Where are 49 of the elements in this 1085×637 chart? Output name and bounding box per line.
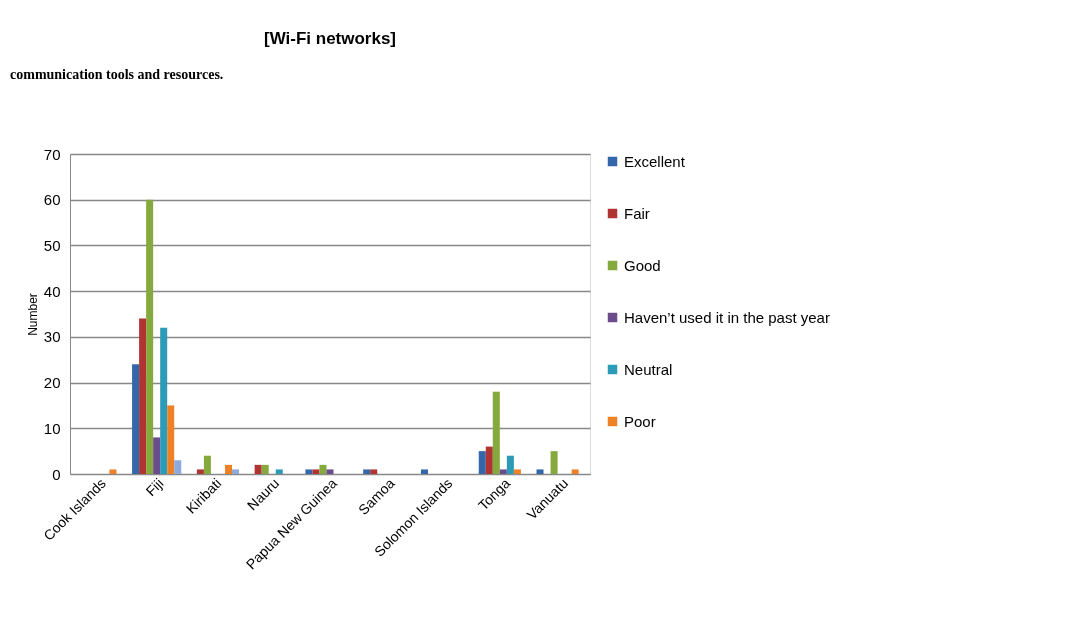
- bar: [536, 469, 544, 474]
- bar: [203, 455, 211, 474]
- bar: [153, 437, 161, 474]
- bar: [305, 469, 313, 474]
- bar: [506, 455, 514, 474]
- bar: [478, 451, 486, 474]
- y-tick-label: 70: [43, 145, 61, 163]
- bar: [139, 318, 147, 474]
- bar: [167, 405, 175, 474]
- bar: [363, 469, 371, 474]
- chart-title: [Wi-Fi networks]: [263, 29, 397, 48]
- bar: [146, 199, 154, 474]
- y-tick-label: 40: [43, 282, 61, 300]
- y-tick-label: 10: [43, 419, 61, 437]
- legend-label: Good: [624, 256, 661, 274]
- bar: [319, 464, 327, 474]
- bar: [224, 464, 233, 474]
- y-tick-label: 60: [43, 191, 61, 209]
- bar: [232, 469, 240, 474]
- bar: [513, 469, 521, 474]
- bar: [420, 469, 428, 474]
- x-tick-label: Fiji: [142, 475, 167, 500]
- bar: [485, 446, 493, 474]
- bar: [261, 464, 269, 474]
- text: communication tools and resources.: [10, 67, 224, 82]
- bar: [370, 469, 378, 474]
- legend-label: Excellent: [624, 152, 686, 170]
- bar: [196, 469, 204, 474]
- bar: [499, 469, 507, 474]
- y-tick-label: 50: [43, 236, 61, 254]
- legend-label: Neutral: [624, 360, 673, 378]
- bar: [326, 469, 334, 474]
- bar: [160, 327, 168, 474]
- legend-label: Poor: [624, 412, 656, 430]
- y-axis-title: Number: [25, 293, 40, 336]
- legend-label: Haven’t used it in the past year: [624, 308, 830, 326]
- bar: [109, 469, 117, 474]
- y-tick-label: 0: [52, 465, 61, 483]
- bar: [254, 464, 262, 474]
- bar: [492, 391, 500, 474]
- bar: [132, 364, 140, 474]
- bar: [312, 469, 320, 474]
- bar: [571, 469, 579, 474]
- y-tick-label: 30: [43, 328, 61, 346]
- legend-label: Fair: [624, 204, 650, 222]
- bar: [174, 460, 182, 474]
- bar: [275, 469, 283, 474]
- y-tick-label: 20: [43, 374, 61, 392]
- bar: [550, 451, 558, 474]
